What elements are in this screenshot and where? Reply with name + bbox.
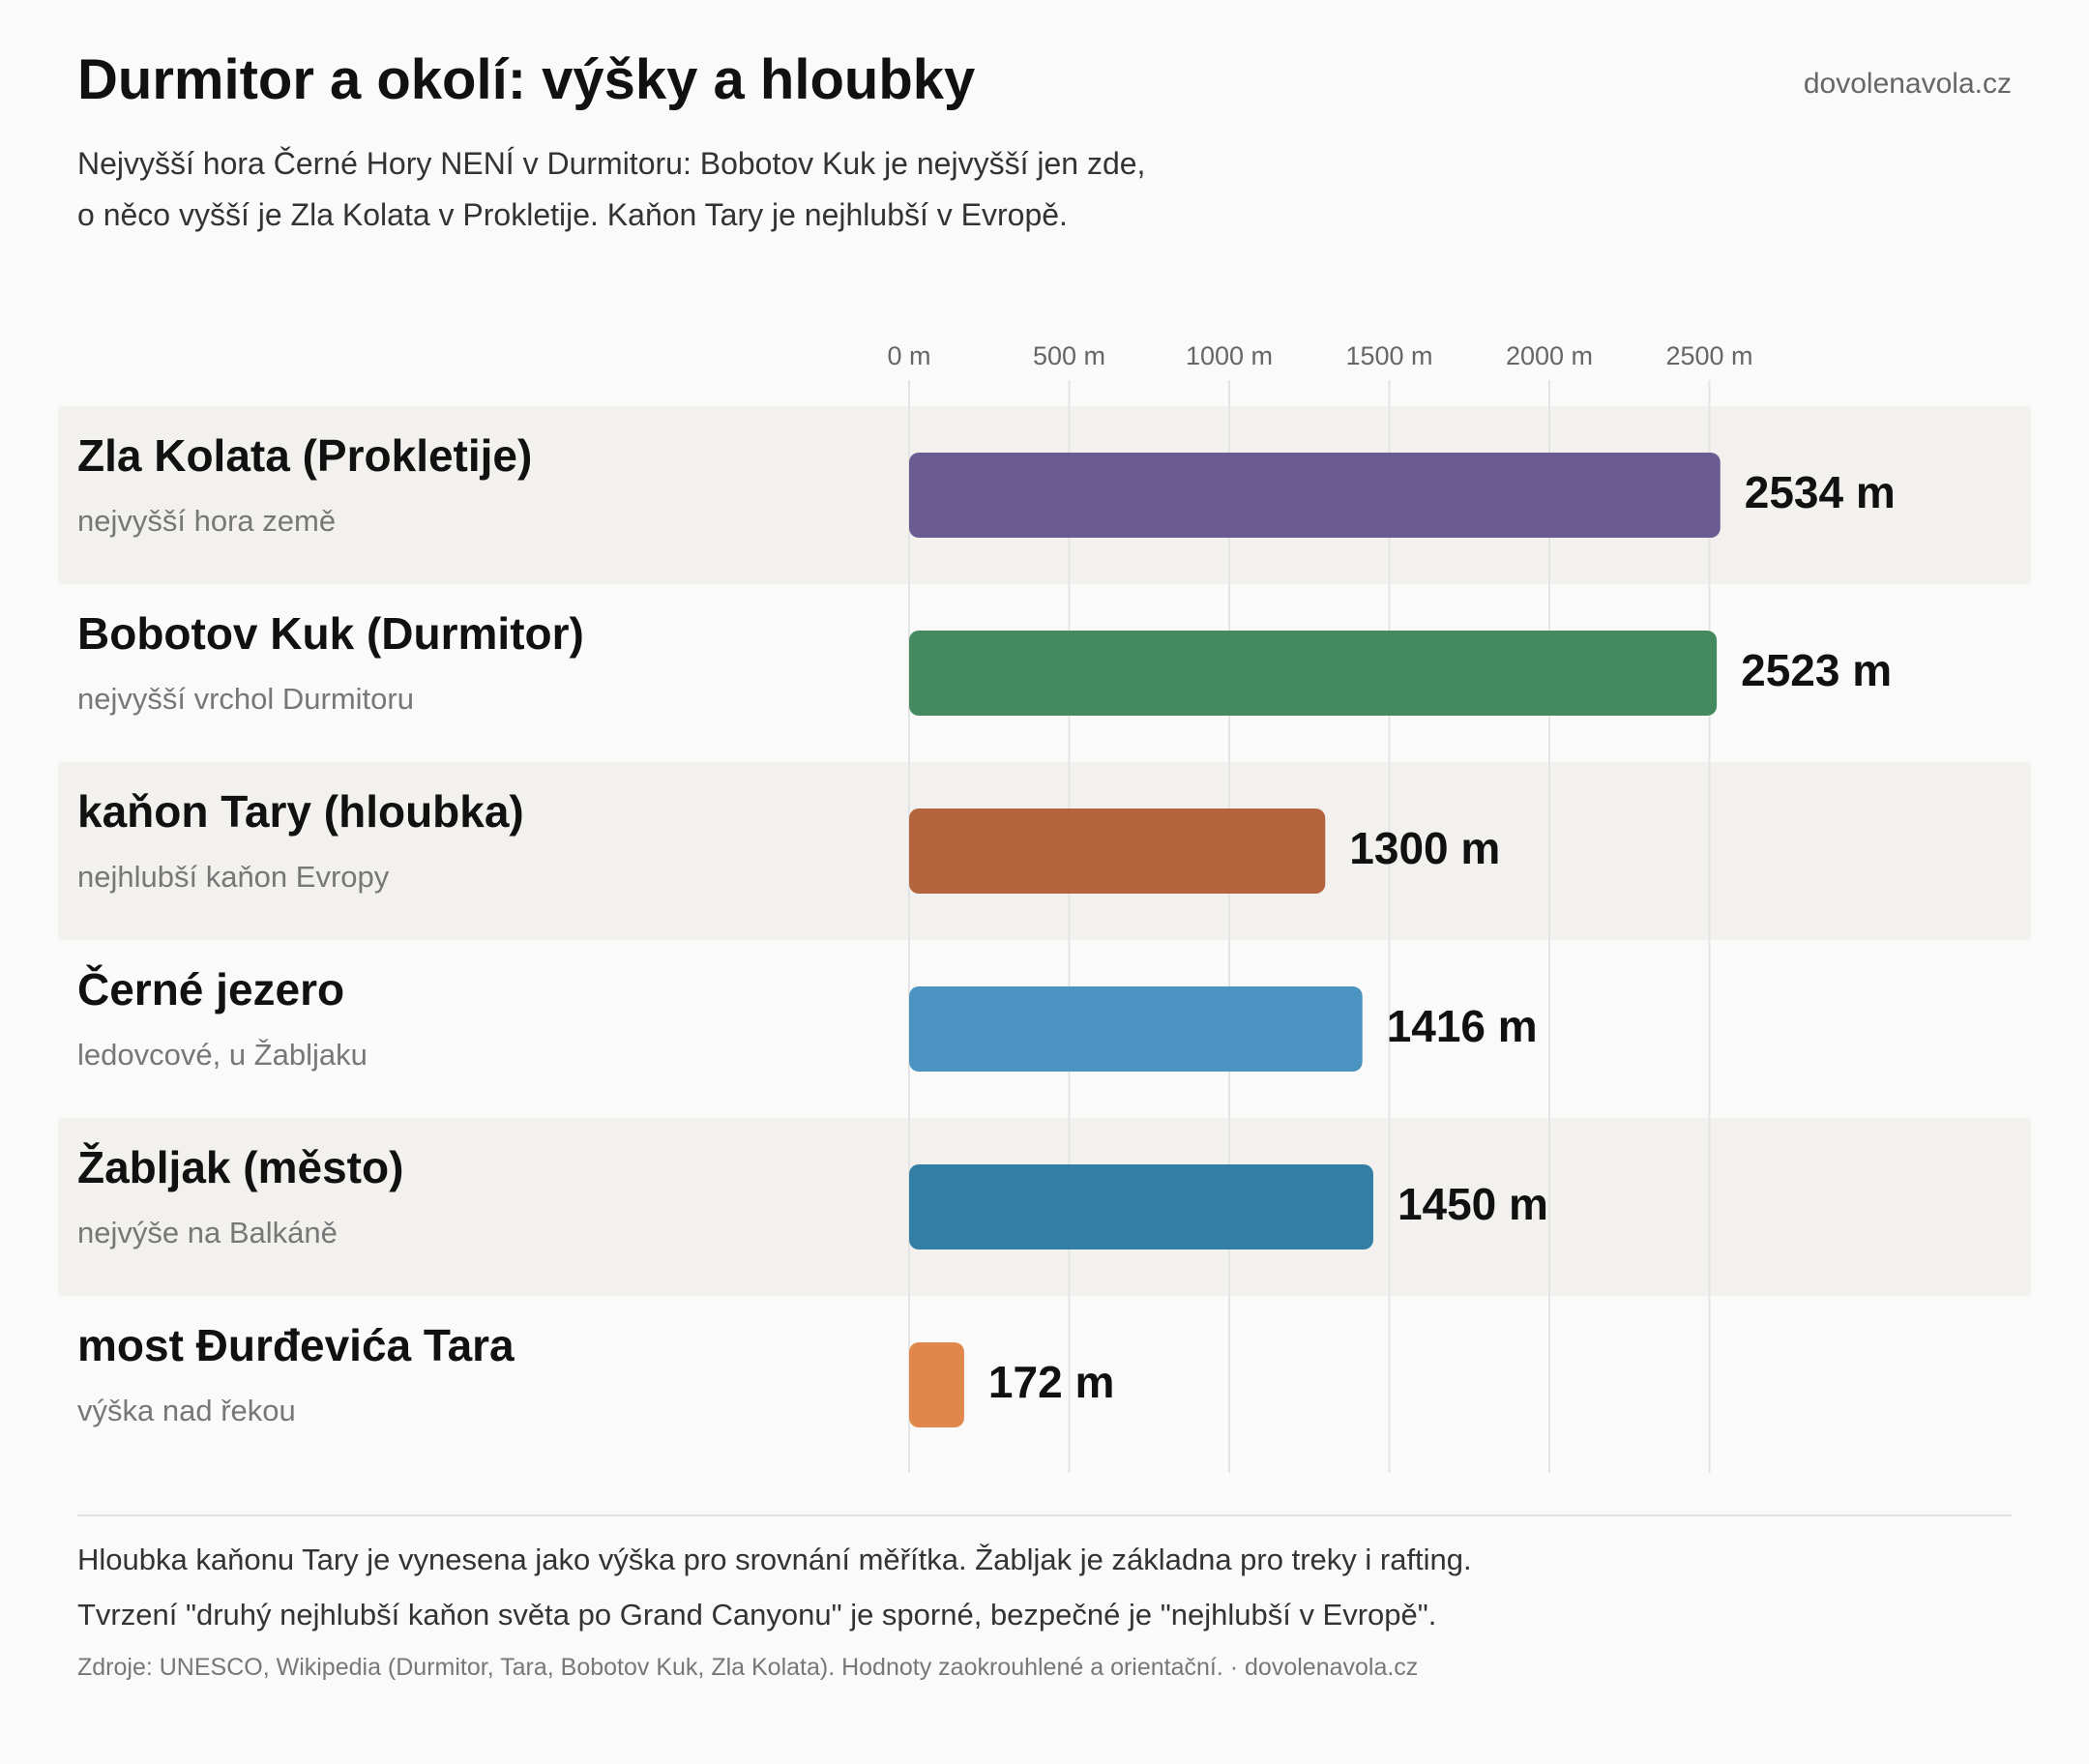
row-note: nejhlubší kaňon Evropy: [77, 860, 390, 894]
row-note: nejvyšší hora země: [77, 504, 336, 538]
bar-value-label: 1300 m: [1349, 823, 1500, 873]
row-name: Zla Kolata (Prokletije): [77, 430, 532, 481]
x-tick-label: 0 m: [887, 341, 930, 370]
bar-value-label: 172 m: [988, 1357, 1114, 1407]
subtitle-line: Nejvyšší hora Černé Hory NENÍ v Durmitor…: [77, 146, 1146, 181]
chart-subtitle: Nejvyšší hora Černé Hory NENÍ v Durmitor…: [77, 138, 1528, 241]
row-name: most Đurđevića Tara: [77, 1320, 515, 1370]
brand-label: dovolenavola.cz: [1803, 68, 2012, 100]
footnote: Tvrzení "druhý nejhlubší kaňon světa po …: [77, 1598, 1437, 1632]
row-note: nejvyšší vrchol Durmitoru: [77, 682, 414, 716]
bar: [909, 631, 1718, 716]
bar-value-label: 1416 m: [1387, 1001, 1538, 1051]
bar-value-label: 2523 m: [1741, 645, 1892, 695]
chart-title: Durmitor a okolí: výšky a hloubky: [77, 48, 976, 111]
x-tick-label: 500 m: [1033, 341, 1105, 370]
sources-note: Zdroje: UNESCO, Wikipedia (Durmitor, Tar…: [77, 1654, 1419, 1681]
row-name: Žabljak (město): [77, 1142, 403, 1192]
bar: [909, 453, 1721, 538]
x-tick-label: 2000 m: [1506, 341, 1593, 370]
x-tick-label: 2500 m: [1665, 341, 1752, 370]
bar-value-label: 2534 m: [1745, 467, 1896, 517]
bar: [909, 986, 1363, 1072]
row-note: výška nad řekou: [77, 1394, 296, 1427]
x-tick-label: 1500 m: [1345, 341, 1432, 370]
footnote: Hloubka kaňonu Tary je vynesena jako výš…: [77, 1543, 1472, 1576]
bar: [909, 1342, 964, 1427]
bar-value-label: 1450 m: [1398, 1179, 1548, 1229]
row-note: nejvýše na Balkáně: [77, 1216, 338, 1250]
row-note: ledovcové, u Žabljaku: [77, 1038, 368, 1072]
x-tick-label: 1000 m: [1186, 341, 1273, 370]
row-name: Černé jezero: [77, 964, 344, 1014]
subtitle-line: o něco vyšší je Zla Kolata v Prokletije.…: [77, 197, 1068, 232]
chart-footer: Hloubka kaňonu Tary je vynesena jako výš…: [77, 1514, 2012, 1682]
bar: [909, 1164, 1373, 1250]
row-name: kaňon Tary (hloubka): [77, 786, 524, 837]
bar-chart: 0 m 500 m 1000 m 1500 m 2000 m 2500 m Zla Kola…: [58, 341, 2031, 1473]
row-name: Bobotov Kuk (Durmitor): [77, 608, 584, 659]
bar: [909, 808, 1326, 894]
